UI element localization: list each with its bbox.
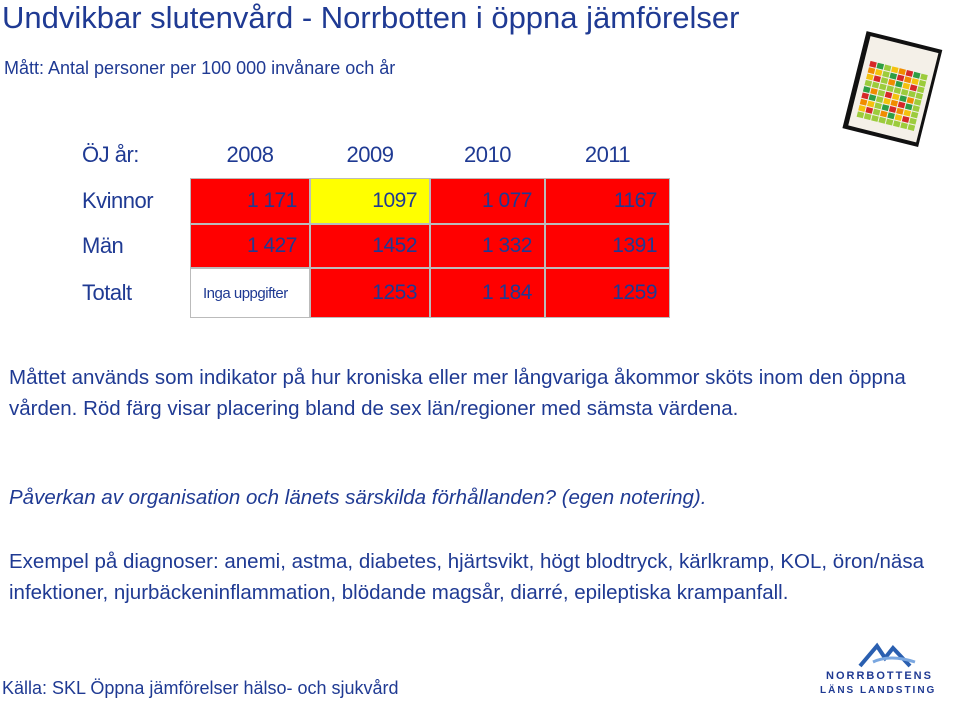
row-label: Kvinnor xyxy=(82,188,154,213)
table-cell: 1097 xyxy=(310,178,430,224)
corner-label: ÖJ år: xyxy=(82,142,139,167)
subtitle: Mått: Antal personer per 100 000 invånar… xyxy=(4,58,396,78)
title: Undvikbar slutenvård - Norrbotten i öppn… xyxy=(2,0,740,35)
row-label: Män xyxy=(82,233,124,258)
table-cell: 1391 xyxy=(545,224,670,268)
logo-text: LÄNS LANDSTING xyxy=(820,685,937,696)
paragraph: Påverkan av organisation och länets särs… xyxy=(9,486,707,509)
paragraph: Exempel på diagnoser: anemi, astma, diab… xyxy=(9,550,924,604)
table-cell: 1167 xyxy=(545,178,670,224)
column-header: 2008 xyxy=(226,142,274,167)
paragraph: Måttet används som indikator på hur kron… xyxy=(9,366,906,420)
table-cell: 1 332 xyxy=(430,224,545,268)
column-header: 2009 xyxy=(346,142,394,167)
source: Källa: SKL Öppna jämförelser hälso- och … xyxy=(2,678,399,698)
row-label: Totalt xyxy=(82,280,132,305)
logo-mark xyxy=(858,642,916,668)
column-header: 2010 xyxy=(464,142,511,167)
table-cell: 1 184 xyxy=(430,268,545,318)
table-cell: 1452 xyxy=(310,224,430,268)
logo-text: NORRBOTTENS xyxy=(826,670,933,682)
table-cell: 1253 xyxy=(310,268,430,318)
table-cell: 1259 xyxy=(545,268,670,318)
table-cell: Inga uppgifter xyxy=(190,268,310,318)
column-header: 2011 xyxy=(584,142,631,167)
book-cover xyxy=(842,31,943,147)
table-cell: 1 171 xyxy=(190,178,310,224)
table-cell: 1 427 xyxy=(190,224,310,268)
table-cell: 1 077 xyxy=(430,178,545,224)
